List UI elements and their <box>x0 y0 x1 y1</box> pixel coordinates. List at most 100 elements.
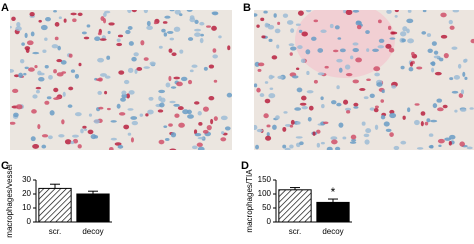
cell <box>274 28 281 34</box>
cell <box>194 19 199 25</box>
cell <box>70 12 77 16</box>
cell <box>292 75 299 79</box>
cell <box>290 28 295 33</box>
cell <box>407 107 411 113</box>
cell <box>256 24 260 28</box>
cell <box>169 100 176 104</box>
cell <box>48 74 53 80</box>
cell <box>158 89 166 94</box>
cell <box>323 121 329 125</box>
cell <box>153 21 158 25</box>
cell <box>266 132 270 137</box>
cell <box>440 34 448 39</box>
cell <box>173 103 180 107</box>
cell <box>97 90 103 95</box>
y-axis-label: macrophages/vessel <box>5 164 14 238</box>
cell <box>193 129 198 135</box>
cell <box>260 17 265 22</box>
cell <box>211 25 217 31</box>
cell <box>444 137 452 141</box>
cell <box>202 129 209 134</box>
cell <box>374 124 379 130</box>
cell <box>70 69 76 73</box>
cell <box>393 145 400 150</box>
cell <box>127 10 132 14</box>
cell <box>169 10 175 12</box>
cell <box>18 72 23 78</box>
cell <box>313 19 319 23</box>
significance: * <box>331 185 336 199</box>
cell <box>30 31 35 37</box>
cell <box>56 59 63 63</box>
cell <box>41 144 47 149</box>
cell <box>134 69 138 75</box>
cell <box>118 112 126 116</box>
cell <box>282 13 289 18</box>
cell <box>263 113 269 119</box>
cell <box>159 102 165 108</box>
cell <box>305 49 311 55</box>
cell <box>385 43 392 49</box>
cell <box>80 128 84 134</box>
cell <box>97 57 105 63</box>
cell <box>436 98 443 103</box>
cell <box>320 29 327 33</box>
cell <box>432 103 438 109</box>
y-tick-label: 0 <box>267 217 272 226</box>
cell <box>203 66 208 71</box>
cell <box>466 146 473 150</box>
cell <box>313 79 318 84</box>
cell <box>107 30 111 35</box>
cell <box>149 61 156 66</box>
cell <box>168 123 173 127</box>
cell <box>97 32 102 36</box>
cell <box>16 21 21 27</box>
cell <box>32 94 38 99</box>
cell <box>337 37 342 40</box>
panel-label: C <box>1 160 9 172</box>
cell <box>320 141 325 145</box>
cell <box>169 37 175 41</box>
cell <box>387 25 392 31</box>
cell <box>58 16 62 20</box>
cell <box>389 112 397 119</box>
cell <box>359 88 366 91</box>
cell <box>194 28 201 32</box>
cell <box>98 106 104 110</box>
cell <box>170 132 177 138</box>
cell <box>409 61 413 67</box>
cell <box>264 98 271 104</box>
cell <box>25 48 30 53</box>
cell <box>146 25 153 31</box>
cell <box>168 75 172 82</box>
cell <box>37 124 41 130</box>
cell <box>352 48 359 53</box>
cell <box>103 18 107 24</box>
cell <box>254 124 258 130</box>
cell <box>131 56 137 62</box>
cell <box>297 10 304 16</box>
cell <box>24 66 29 70</box>
cell <box>373 66 381 72</box>
cell <box>464 58 468 63</box>
cell <box>126 93 130 99</box>
cell <box>289 52 293 56</box>
cell <box>106 107 111 111</box>
cell <box>261 35 266 39</box>
cell <box>44 100 50 105</box>
cell <box>449 77 454 81</box>
cell <box>198 121 203 126</box>
cell <box>411 51 415 56</box>
cell <box>57 45 61 51</box>
cell <box>434 71 442 76</box>
y-axis-label: macrophages/TIA <box>245 169 254 233</box>
cell <box>77 12 83 17</box>
cell <box>143 57 149 61</box>
cell <box>426 118 431 123</box>
cell <box>457 63 462 69</box>
cell <box>218 35 222 39</box>
cell <box>254 61 260 67</box>
cell <box>351 138 357 142</box>
cell <box>87 129 94 135</box>
cell <box>116 103 121 109</box>
